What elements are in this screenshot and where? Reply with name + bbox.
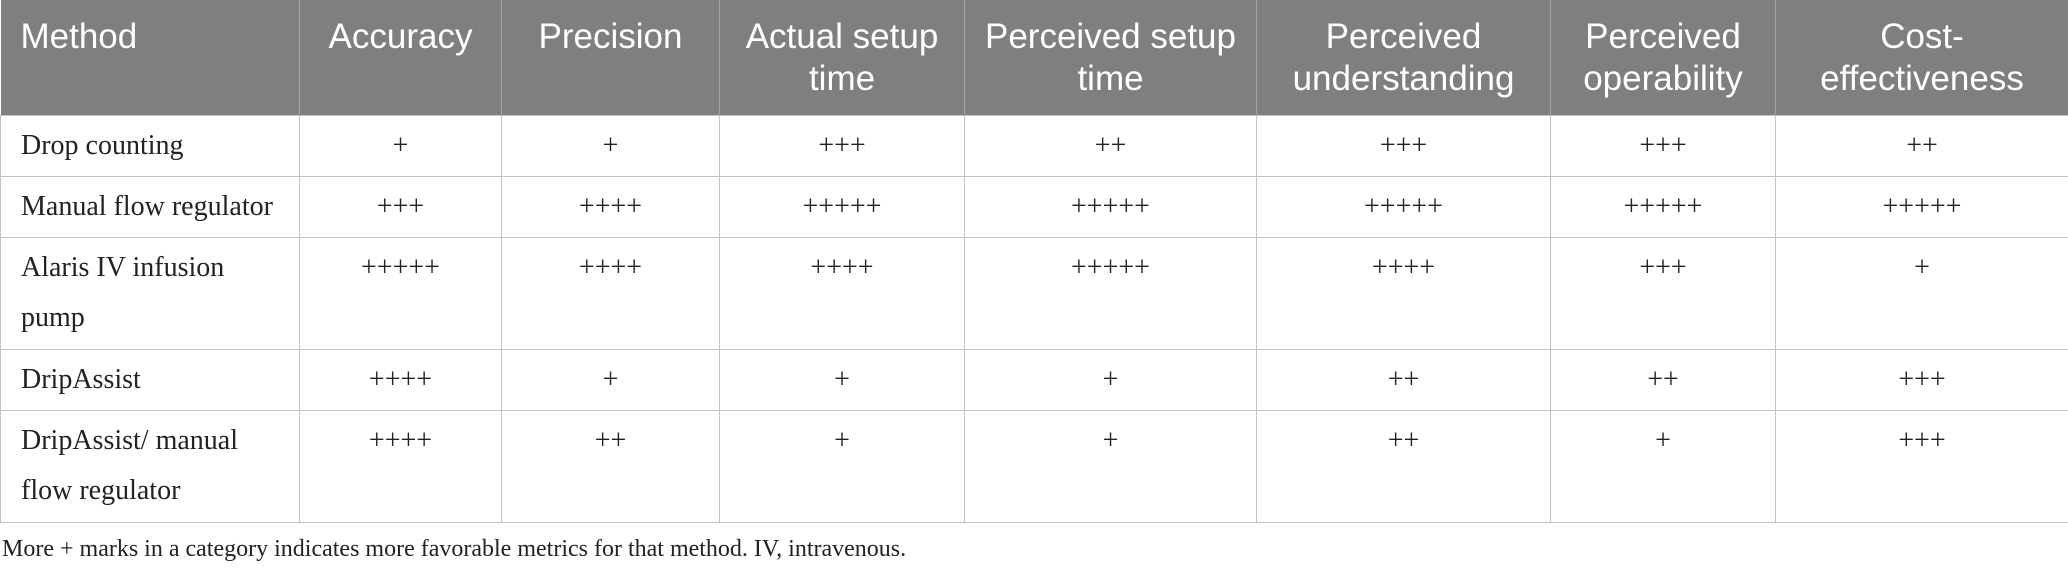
header-cell: Precision <box>501 0 720 115</box>
rating-cell: +++ <box>719 114 965 177</box>
rating-cell: + <box>719 409 965 523</box>
rating-cell: + <box>964 409 1257 523</box>
rating-cell: +++ <box>299 175 502 238</box>
table-row: Drop counting + + +++ ++ +++ +++ ++ <box>0 114 2068 177</box>
rating-cell: +++++ <box>299 236 502 350</box>
header-cell: Cost-effectiveness <box>1775 0 2068 115</box>
method-cell: Alaris IV infusion pump <box>0 236 300 350</box>
method-cell: DripAssist <box>0 348 300 411</box>
table-row: Manual flow regulator +++ ++++ +++++ +++++ ++… <box>0 175 2068 238</box>
header-cell: Actual setup time <box>719 0 965 115</box>
rating-cell: +++++ <box>1550 175 1776 238</box>
header-row: Method Accuracy Precision Actual setup time… <box>0 0 2068 115</box>
rating-cell: ++ <box>501 409 720 523</box>
rating-cell: ++ <box>1550 348 1776 411</box>
header-cell: Perceived setup time <box>964 0 1257 115</box>
rating-cell: + <box>964 348 1257 411</box>
rating-cell: + <box>501 348 720 411</box>
rating-cell: +++++ <box>1256 175 1551 238</box>
rating-cell: ++++ <box>1256 236 1551 350</box>
table-row: DripAssist/ manual flow regulator ++++ ++ +… <box>0 409 2068 523</box>
rating-cell: +++++ <box>964 236 1257 350</box>
rating-cell: ++++ <box>299 348 502 411</box>
rating-cell: ++ <box>964 114 1257 177</box>
footnote: More + marks in a category indicates mor… <box>2 536 907 562</box>
header-cell: Method <box>0 0 300 115</box>
rating-cell: + <box>1550 409 1776 523</box>
comparison-table: Method Accuracy Precision Actual setup time… <box>0 0 2068 523</box>
rating-cell: +++ <box>1775 348 2068 411</box>
rating-cell: ++ <box>1775 114 2068 177</box>
header-cell: Accuracy <box>299 0 502 115</box>
rating-cell: +++ <box>1775 409 2068 523</box>
rating-cell: ++ <box>1256 409 1551 523</box>
rating-cell: +++ <box>1256 114 1551 177</box>
rating-cell: ++++ <box>501 175 720 238</box>
table-row: DripAssist ++++ + + + ++ ++ +++ <box>0 348 2068 411</box>
rating-cell: +++ <box>1550 114 1776 177</box>
method-cell: Manual flow regulator <box>0 175 300 238</box>
table-body: Drop counting + + +++ ++ +++ +++ ++ Manual flow … <box>0 114 2068 523</box>
header-cell: Perceived operability <box>1550 0 1776 115</box>
rating-cell: + <box>1775 236 2068 350</box>
rating-cell: ++++ <box>299 409 502 523</box>
rating-cell: +++++ <box>964 175 1257 238</box>
rating-cell: ++ <box>1256 348 1551 411</box>
header-cell: Perceived understanding <box>1256 0 1551 115</box>
rating-cell: ++++ <box>719 236 965 350</box>
rating-cell: ++++ <box>501 236 720 350</box>
rating-cell: + <box>719 348 965 411</box>
rating-cell: + <box>501 114 720 177</box>
rating-cell: +++ <box>1550 236 1776 350</box>
method-cell: DripAssist/ manual flow regulator <box>0 409 300 523</box>
rating-cell: +++++ <box>1775 175 2068 238</box>
method-cell: Drop counting <box>0 114 300 177</box>
table-row: Alaris IV infusion pump +++++ ++++ ++++ ++++… <box>0 236 2068 350</box>
rating-cell: + <box>299 114 502 177</box>
rating-cell: +++++ <box>719 175 965 238</box>
